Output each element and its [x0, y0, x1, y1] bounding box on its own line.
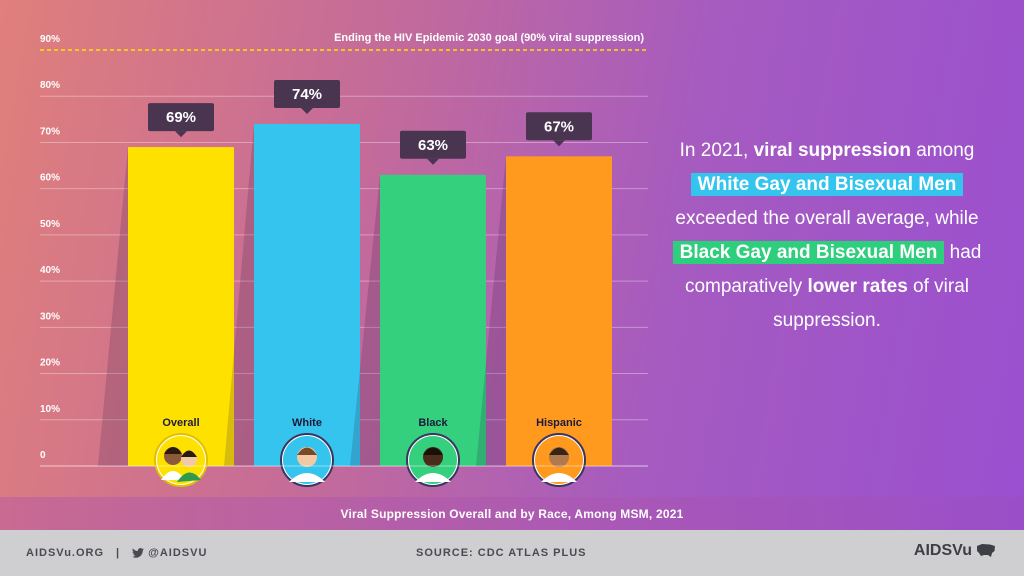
source-text: SOURCE: CDC ATLAS PLUS	[416, 547, 587, 559]
category-label: Hispanic	[536, 417, 582, 429]
footer-links: AIDSVu.ORG | @AIDSVU	[26, 547, 207, 559]
footer: AIDSVu.ORG | @AIDSVU SOURCE: CDC ATLAS P…	[0, 530, 1024, 576]
value-label-bubble	[148, 103, 214, 132]
two-men-avatar-icon	[154, 433, 208, 487]
bar-shadow	[476, 156, 506, 467]
y-tick-label: 50%	[40, 219, 60, 230]
summary-text-2: among	[910, 140, 975, 161]
category-label: Black	[418, 417, 448, 429]
summary-text-4: had comparatively	[684, 242, 982, 297]
category-label: White	[292, 417, 322, 429]
avatar-hair	[164, 447, 182, 454]
value-label-bubble	[526, 112, 592, 141]
twitter-handle-link[interactable]: @AIDSVU	[148, 547, 208, 559]
value-label-bubble	[400, 130, 466, 159]
avatar-shirt	[289, 473, 325, 482]
bar-shadow	[98, 147, 128, 467]
avatar-hair	[549, 447, 569, 455]
y-tick-label: 80%	[40, 80, 60, 91]
aidsvu-logo[interactable]: AIDSVu	[914, 542, 996, 560]
value-label-pointer	[553, 140, 565, 147]
summary-text-5: of viral suppression.	[773, 276, 970, 331]
summary-text: In 2021, viral suppression among White G…	[662, 134, 992, 338]
avatar-hair	[297, 447, 317, 455]
value-label-pointer	[427, 158, 439, 165]
summary-text-lower-rates: lower rates	[807, 276, 908, 297]
brand-name: AIDSVu	[913, 542, 972, 559]
y-tick-label: 30%	[40, 311, 60, 322]
value-label: 67%	[544, 118, 574, 135]
black-man-avatar-icon	[406, 433, 460, 487]
y-tick-label: 0	[40, 450, 46, 461]
value-label-pointer	[175, 131, 187, 138]
bar-white	[254, 123, 360, 466]
goal-label: Ending the HIV Epidemic 2030 goal (90% v…	[334, 32, 644, 44]
y-tick-label: 40%	[40, 265, 60, 276]
y-tick-label: 90%	[40, 34, 60, 45]
bar-chart: 0 10% 20% 30% 40% 50% 60% 70% 80% 90% Ending the H…	[40, 32, 648, 487]
value-label-bubble	[274, 79, 340, 108]
avatar-hair	[181, 450, 197, 457]
bar-hispanic	[506, 156, 612, 467]
y-tick-label: 60%	[40, 173, 60, 184]
summary-text-3: exceeded the overall average, while	[675, 208, 979, 229]
bar-shadow	[350, 174, 380, 467]
footer-separator: |	[116, 547, 121, 559]
y-tick-label: 70%	[40, 126, 60, 137]
bar-black	[380, 174, 486, 467]
avatar-shirt	[541, 473, 577, 482]
avatar-shirt	[415, 473, 451, 482]
summary-text-1: In 2021,	[679, 140, 754, 161]
chart-caption: Viral Suppression Overall and by Race, A…	[340, 506, 684, 521]
category-label: Overall	[162, 417, 199, 429]
value-label: 74%	[292, 86, 322, 103]
value-label: 69%	[166, 109, 196, 126]
bar-overall	[128, 147, 234, 467]
caption-bar: Viral Suppression Overall and by Race, A…	[0, 497, 1024, 530]
avatar-shirt	[161, 471, 185, 480]
y-tick-label: 20%	[40, 358, 60, 369]
hispanic-man-avatar-icon	[532, 433, 586, 487]
summary-text-viral-suppression: viral suppression	[753, 140, 911, 161]
value-label-pointer	[301, 107, 313, 114]
avatar-hair	[423, 447, 443, 455]
highlight-black-men: Black Gay and Bisexual Men	[672, 241, 945, 264]
highlight-white-men: White Gay and Bisexual Men	[690, 173, 964, 196]
value-label: 63%	[418, 137, 448, 154]
website-link[interactable]: AIDSVu.ORG	[26, 547, 105, 559]
avatar-shirt	[177, 472, 201, 482]
usa-map-icon	[977, 544, 995, 557]
y-tick-label: 10%	[40, 404, 60, 415]
white-man-avatar-icon	[280, 433, 334, 487]
bar-shadow	[224, 123, 254, 466]
twitter-icon	[132, 548, 145, 558]
